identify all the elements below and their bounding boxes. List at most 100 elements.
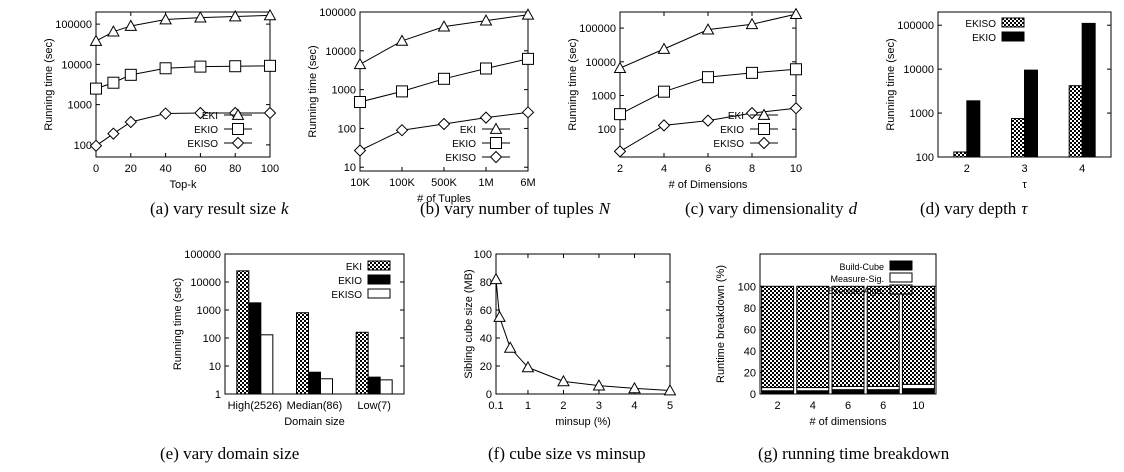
data-point — [480, 62, 492, 75]
y-tick-label: 100 — [74, 140, 92, 152]
data-point — [89, 34, 103, 46]
x-axis-label: # of dimensions — [809, 416, 887, 428]
x-axis-label: minsup (%) — [555, 416, 611, 428]
y-tick-label: 0 — [750, 389, 756, 401]
bar — [966, 100, 981, 158]
x-tick-label: 10 — [912, 400, 924, 412]
x-tick-label: 2 — [617, 163, 623, 175]
legend: EKI EKIO EKISO — [713, 108, 778, 150]
data-point — [194, 11, 207, 23]
x-tick-label: 0 — [93, 163, 99, 175]
data-point — [194, 106, 207, 120]
y-tick-label: 10000 — [585, 57, 616, 69]
bar — [379, 379, 393, 395]
data-point — [395, 34, 409, 46]
y-axis-label: Running time (sec) — [307, 45, 319, 137]
legend-swatch — [367, 260, 391, 271]
caption: (a) vary result size k — [150, 199, 289, 218]
x-tick-label: 80 — [229, 163, 241, 175]
data-point — [746, 66, 758, 79]
x-tick-label: 1 — [525, 400, 531, 412]
y-tick-label: 10 — [209, 361, 221, 373]
chart-f: 0 20 40 60 80 100 0.1 1 2 3 4 5 minsup (%) Sibling cu… — [463, 249, 677, 463]
bar-segment — [866, 389, 900, 395]
legend-label: EKISO — [445, 153, 476, 164]
bar — [320, 378, 333, 395]
legend-marker — [490, 137, 502, 149]
legend-label: EKI — [346, 262, 362, 273]
bar-segment — [761, 285, 795, 389]
caption-text: (d) vary depth — [920, 199, 1017, 218]
data-point — [228, 9, 242, 22]
plot-frame — [359, 11, 529, 172]
legend-label: Execute-Algo. — [828, 286, 884, 296]
x-tick-label: 5 — [667, 400, 673, 412]
legend: EKI EKIO EKISO — [187, 108, 252, 150]
caption-variable: k — [281, 199, 289, 218]
chart-c: 100 1000 10000 100000 2 4 6 8 10 # of Dimensions R… — [567, 7, 858, 218]
caption: (b) vary number of tuples N — [420, 199, 612, 218]
data-point — [658, 85, 670, 98]
y-axis-label: Runtime breakdown (%) — [715, 265, 727, 383]
data-point — [557, 374, 570, 387]
y-tick-label: 40 — [744, 346, 756, 358]
bar — [236, 270, 250, 395]
data-point — [613, 145, 627, 158]
x-tick-label: 4 — [631, 400, 637, 412]
y-tick-label: 10 — [344, 162, 356, 174]
data-point — [194, 60, 207, 73]
caption-text: (f) cube size vs minsup — [488, 444, 646, 463]
data-point — [353, 57, 367, 70]
data-point — [437, 20, 451, 32]
y-tick-label: 100000 — [579, 23, 616, 35]
y-tick-label: 100 — [916, 152, 934, 164]
x-tick-label: 0.1 — [488, 400, 503, 412]
caption-text: (a) vary result size — [150, 199, 276, 218]
y-tick-label: 10000 — [190, 277, 221, 289]
legend-marker — [757, 136, 771, 150]
x-tick-label: 2 — [775, 400, 781, 412]
bar — [1081, 22, 1096, 158]
x-tick-label: Median(86) — [287, 400, 343, 412]
caption-variable: τ — [1021, 199, 1028, 218]
chart-g: 0 20 40 60 80 100 2 4 6 6 10 # of dimensions Runtime… — [715, 253, 950, 463]
x-tick-label: 500K — [431, 177, 457, 189]
legend-swatch — [1001, 31, 1025, 42]
legend-label: EKISO — [965, 19, 996, 30]
series-line-ekio — [95, 65, 271, 90]
data-point — [479, 111, 493, 124]
data-point — [745, 17, 759, 30]
legend-label: EKIO — [452, 139, 476, 150]
bar-segment — [831, 389, 865, 395]
data-point — [395, 123, 409, 137]
y-tick-label: 80 — [744, 303, 756, 315]
legend: EKISO EKIO — [965, 17, 1025, 44]
data-point — [229, 60, 242, 73]
y-tick-label: 60 — [480, 305, 492, 317]
y-tick-label: 100000 — [319, 7, 356, 19]
x-tick-label: 4 — [1079, 163, 1085, 175]
legend-label: EKIO — [720, 125, 744, 136]
data-point — [521, 8, 535, 20]
chart-e: 1 10 100 1000 10000 100000 High(2526) Median(86… — [160, 249, 405, 463]
x-tick-label: 100K — [389, 177, 415, 189]
data-point — [613, 61, 627, 74]
x-tick-label: 3 — [596, 400, 602, 412]
legend-label: EKI — [202, 111, 218, 122]
legend-marker — [758, 123, 770, 135]
x-tick-label: 1M — [478, 177, 493, 189]
legend-swatch — [889, 260, 913, 271]
y-axis-label: Running time (sec) — [567, 38, 579, 130]
caption: (e) vary domain size — [160, 444, 299, 463]
data-point — [107, 127, 120, 140]
data-point — [124, 115, 138, 129]
bar — [248, 302, 262, 395]
data-point — [614, 108, 626, 121]
x-tick-label: 6 — [845, 400, 851, 412]
legend-label: EKIO — [194, 125, 218, 136]
y-tick-label: 100 — [338, 123, 356, 135]
data-point — [701, 23, 715, 35]
legend-marker — [489, 122, 503, 134]
series-line-eki — [619, 13, 797, 69]
y-axis-label: Running time (sec) — [43, 38, 55, 130]
